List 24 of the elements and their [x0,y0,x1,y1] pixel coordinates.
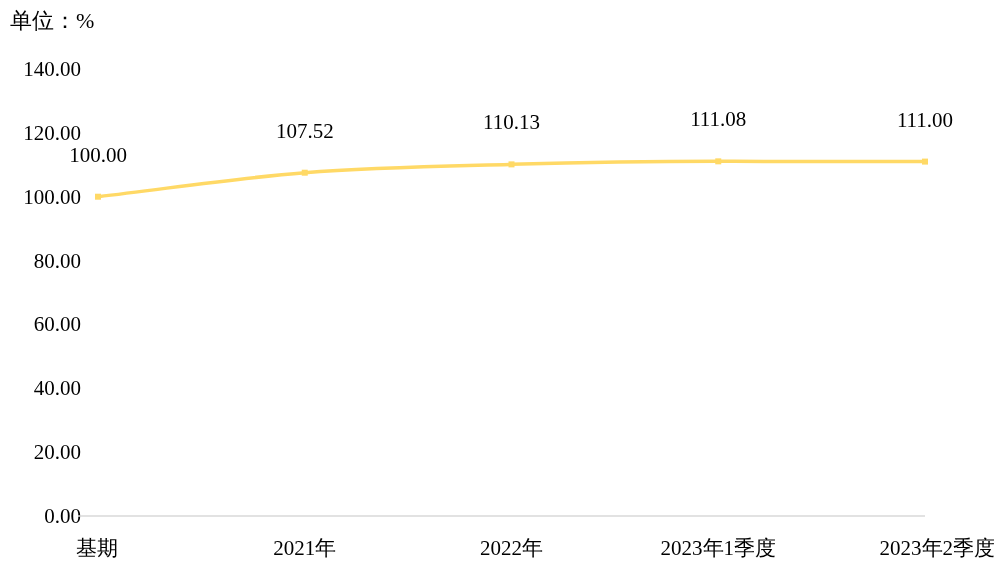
xtick: 2022年 [480,536,543,560]
ytick: 0.00 [44,504,81,528]
data-label: 111.08 [690,107,747,132]
ytick: 60.00 [33,312,81,337]
point [301,169,308,176]
xtick: 2021年 [273,536,337,560]
ytick: 140.00 [23,57,81,81]
data-label: 111.00 [896,107,954,132]
ytick: 40.00 [33,376,81,401]
data-label: 110.13 [483,110,540,135]
point [95,193,101,200]
data-label: 107.52 [275,118,334,143]
point [715,158,722,165]
ylabel: 单位：% [10,8,95,33]
xtick: 2023年1季度 [660,536,776,560]
xtick: 2023年2季度 [879,536,995,560]
data-label: 100.00 [69,142,127,167]
ytick: 20.00 [33,440,81,465]
xtick: 基期 [76,536,118,560]
point [508,161,515,168]
point [922,158,928,165]
ytick: 120.00 [23,120,81,145]
ytick: 100.00 [23,184,81,209]
ytick: 80.00 [33,248,81,273]
